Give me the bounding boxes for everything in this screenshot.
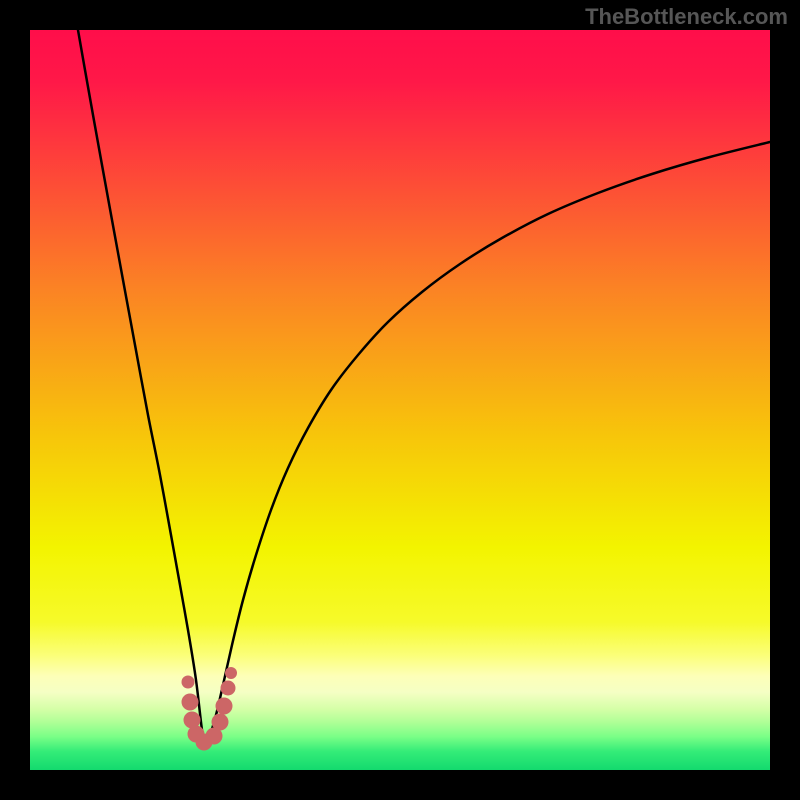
data-marker xyxy=(212,714,229,731)
gradient-background xyxy=(30,30,770,770)
data-marker xyxy=(182,694,199,711)
chart-frame: TheBottleneck.com xyxy=(0,0,800,800)
watermark-text: TheBottleneck.com xyxy=(585,4,788,30)
data-marker xyxy=(221,681,236,696)
data-marker xyxy=(216,698,233,715)
data-marker xyxy=(182,676,195,689)
plot-area xyxy=(30,30,770,770)
chart-svg xyxy=(30,30,770,770)
data-marker xyxy=(225,667,237,679)
